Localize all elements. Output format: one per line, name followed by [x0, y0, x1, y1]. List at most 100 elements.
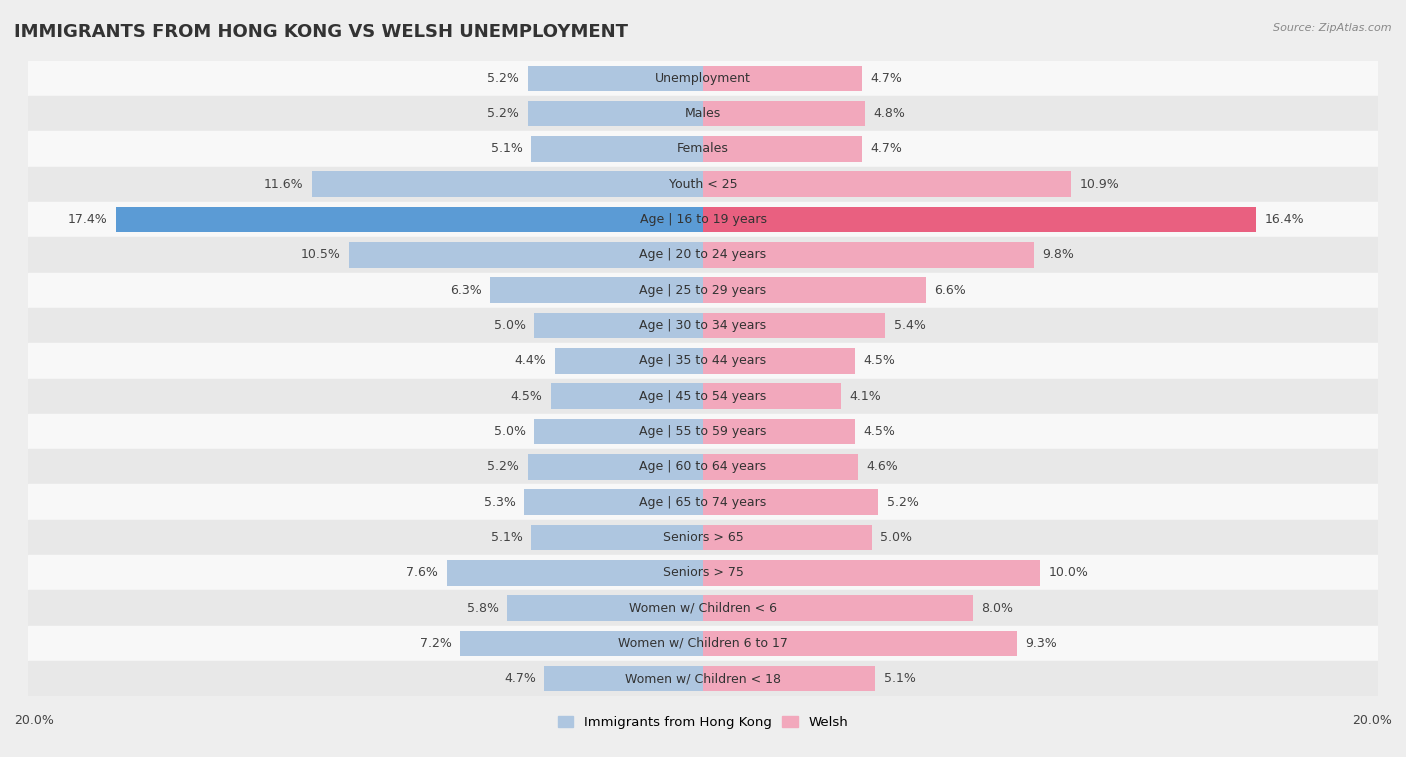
Bar — [28, 131, 1378, 167]
Bar — [531, 136, 703, 161]
Bar — [460, 631, 703, 656]
Text: 4.7%: 4.7% — [870, 142, 901, 155]
Text: 10.9%: 10.9% — [1080, 178, 1119, 191]
Text: Women w/ Children < 6: Women w/ Children < 6 — [628, 602, 778, 615]
Text: IMMIGRANTS FROM HONG KONG VS WELSH UNEMPLOYMENT: IMMIGRANTS FROM HONG KONG VS WELSH UNEMP… — [14, 23, 628, 41]
Bar — [703, 278, 925, 303]
Text: Age | 65 to 74 years: Age | 65 to 74 years — [640, 496, 766, 509]
Text: 5.0%: 5.0% — [494, 425, 526, 438]
Bar — [531, 525, 703, 550]
Text: Age | 60 to 64 years: Age | 60 to 64 years — [640, 460, 766, 473]
Bar — [28, 590, 1378, 626]
Text: 4.8%: 4.8% — [873, 107, 905, 120]
Text: 5.2%: 5.2% — [488, 72, 519, 85]
Bar — [28, 626, 1378, 661]
Bar — [28, 167, 1378, 202]
Text: 4.5%: 4.5% — [863, 425, 896, 438]
Bar — [28, 378, 1378, 414]
Text: Age | 30 to 34 years: Age | 30 to 34 years — [640, 319, 766, 332]
Text: 20.0%: 20.0% — [1353, 714, 1392, 727]
Bar — [28, 273, 1378, 308]
Text: 6.3%: 6.3% — [450, 284, 482, 297]
Text: Males: Males — [685, 107, 721, 120]
Bar — [703, 454, 858, 479]
Text: 16.4%: 16.4% — [1265, 213, 1305, 226]
Text: 4.7%: 4.7% — [505, 672, 536, 685]
Bar — [703, 136, 862, 161]
Bar — [703, 490, 879, 515]
Bar — [703, 384, 841, 409]
Text: Source: ZipAtlas.com: Source: ZipAtlas.com — [1274, 23, 1392, 33]
Text: 7.2%: 7.2% — [420, 637, 451, 650]
Bar — [554, 348, 703, 373]
Text: Age | 25 to 29 years: Age | 25 to 29 years — [640, 284, 766, 297]
Bar — [28, 96, 1378, 131]
Bar — [703, 525, 872, 550]
Text: Age | 16 to 19 years: Age | 16 to 19 years — [640, 213, 766, 226]
Text: Age | 35 to 44 years: Age | 35 to 44 years — [640, 354, 766, 367]
Bar — [527, 454, 703, 479]
Text: 5.2%: 5.2% — [488, 107, 519, 120]
Text: 5.1%: 5.1% — [883, 672, 915, 685]
Text: 5.2%: 5.2% — [887, 496, 918, 509]
Text: Women w/ Children 6 to 17: Women w/ Children 6 to 17 — [619, 637, 787, 650]
Bar — [527, 101, 703, 126]
Text: 9.3%: 9.3% — [1025, 637, 1057, 650]
Text: 10.5%: 10.5% — [301, 248, 340, 261]
Bar — [534, 419, 703, 444]
Text: Seniors > 75: Seniors > 75 — [662, 566, 744, 579]
Text: 5.1%: 5.1% — [491, 531, 523, 544]
Bar — [28, 61, 1378, 96]
Text: 4.5%: 4.5% — [510, 390, 543, 403]
Text: Seniors > 65: Seniors > 65 — [662, 531, 744, 544]
Bar — [703, 242, 1033, 267]
Text: 5.2%: 5.2% — [488, 460, 519, 473]
Text: 17.4%: 17.4% — [67, 213, 107, 226]
Text: 4.1%: 4.1% — [849, 390, 882, 403]
Text: 5.0%: 5.0% — [880, 531, 912, 544]
Bar — [703, 101, 865, 126]
Bar — [703, 419, 855, 444]
Text: 4.4%: 4.4% — [515, 354, 546, 367]
Text: 4.5%: 4.5% — [863, 354, 896, 367]
Bar — [703, 560, 1040, 585]
Text: 7.6%: 7.6% — [406, 566, 439, 579]
Bar — [28, 484, 1378, 520]
Bar — [28, 449, 1378, 484]
Bar — [703, 631, 1017, 656]
Text: 20.0%: 20.0% — [14, 714, 53, 727]
Bar — [508, 596, 703, 621]
Text: Age | 55 to 59 years: Age | 55 to 59 years — [640, 425, 766, 438]
Text: Youth < 25: Youth < 25 — [669, 178, 737, 191]
Text: 11.6%: 11.6% — [263, 178, 304, 191]
Bar — [28, 414, 1378, 449]
Text: 5.0%: 5.0% — [494, 319, 526, 332]
Text: 4.7%: 4.7% — [870, 72, 901, 85]
Text: Females: Females — [678, 142, 728, 155]
Bar — [447, 560, 703, 585]
Bar — [28, 343, 1378, 378]
Text: Age | 45 to 54 years: Age | 45 to 54 years — [640, 390, 766, 403]
Text: 6.6%: 6.6% — [934, 284, 966, 297]
Bar — [28, 237, 1378, 273]
Bar — [703, 66, 862, 91]
Bar — [28, 661, 1378, 696]
Bar — [703, 172, 1071, 197]
Text: 9.8%: 9.8% — [1042, 248, 1074, 261]
Bar — [703, 313, 886, 338]
Bar — [28, 520, 1378, 555]
Text: 5.4%: 5.4% — [894, 319, 925, 332]
Bar — [534, 313, 703, 338]
Bar — [524, 490, 703, 515]
Bar — [551, 384, 703, 409]
Text: 4.6%: 4.6% — [866, 460, 898, 473]
Bar — [312, 172, 703, 197]
Bar — [491, 278, 703, 303]
Text: Age | 20 to 24 years: Age | 20 to 24 years — [640, 248, 766, 261]
Text: 8.0%: 8.0% — [981, 602, 1014, 615]
Text: Women w/ Children < 18: Women w/ Children < 18 — [626, 672, 780, 685]
Bar — [703, 666, 875, 691]
Text: Unemployment: Unemployment — [655, 72, 751, 85]
Bar — [115, 207, 703, 232]
Text: 5.3%: 5.3% — [484, 496, 516, 509]
